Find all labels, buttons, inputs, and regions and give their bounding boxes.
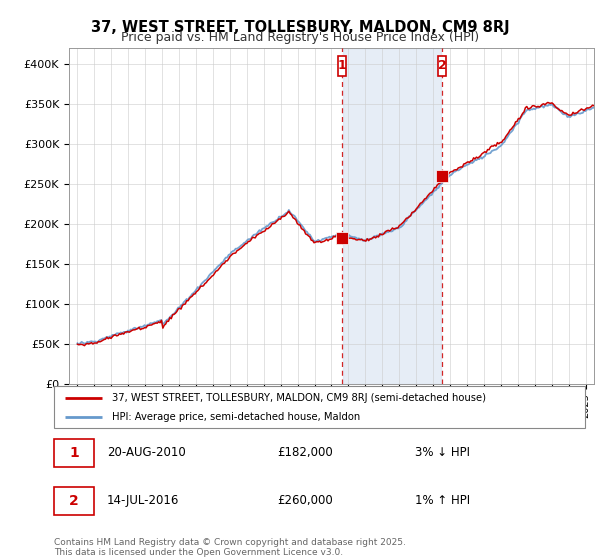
- Text: £260,000: £260,000: [277, 494, 333, 507]
- Text: Contains HM Land Registry data © Crown copyright and database right 2025.
This d: Contains HM Land Registry data © Crown c…: [54, 538, 406, 557]
- Text: 20-AUG-2010: 20-AUG-2010: [107, 446, 186, 459]
- Text: £182,000: £182,000: [277, 446, 333, 459]
- FancyBboxPatch shape: [54, 439, 94, 467]
- Text: 1% ↑ HPI: 1% ↑ HPI: [415, 494, 470, 507]
- Text: 2: 2: [69, 494, 79, 507]
- Text: 1: 1: [338, 59, 347, 72]
- Text: 37, WEST STREET, TOLLESBURY, MALDON, CM9 8RJ: 37, WEST STREET, TOLLESBURY, MALDON, CM9…: [91, 20, 509, 35]
- FancyBboxPatch shape: [54, 487, 94, 515]
- Text: 2: 2: [438, 59, 446, 72]
- Text: 3% ↓ HPI: 3% ↓ HPI: [415, 446, 470, 459]
- Text: HPI: Average price, semi-detached house, Maldon: HPI: Average price, semi-detached house,…: [112, 412, 361, 422]
- Text: 14-JUL-2016: 14-JUL-2016: [107, 494, 179, 507]
- Text: Price paid vs. HM Land Registry's House Price Index (HPI): Price paid vs. HM Land Registry's House …: [121, 31, 479, 44]
- Text: 37, WEST STREET, TOLLESBURY, MALDON, CM9 8RJ (semi-detached house): 37, WEST STREET, TOLLESBURY, MALDON, CM9…: [112, 393, 487, 403]
- Bar: [338, 55, 346, 76]
- Bar: [438, 55, 446, 76]
- Text: 1: 1: [69, 446, 79, 460]
- FancyBboxPatch shape: [54, 386, 585, 428]
